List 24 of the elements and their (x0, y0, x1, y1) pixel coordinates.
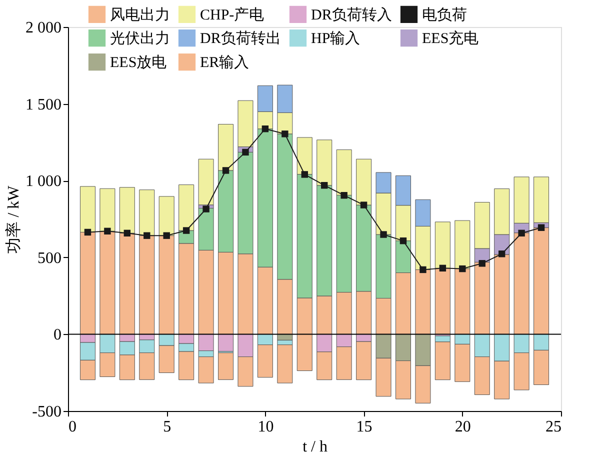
y-tick-label: 500 (38, 250, 62, 267)
x-tick-label: 0 (68, 418, 76, 436)
legend-label: HP输入 (311, 30, 360, 47)
legend-label: 光伏出力 (110, 30, 170, 47)
legend-label: EES充电 (422, 30, 479, 47)
x-tick-label: 20 (454, 418, 471, 436)
x-tick-label: 5 (163, 418, 172, 436)
y-tick-label: 1 000 (26, 173, 62, 190)
y-tick-label: 0 (54, 326, 62, 344)
legend-label: DR负荷转入 (311, 6, 392, 24)
y-tick-label: -500 (32, 404, 62, 420)
legend-label: 电负荷 (422, 6, 467, 24)
legend-label: ER输入 (200, 54, 250, 71)
y-axis-title: 功率 / kW (4, 184, 22, 254)
y-tick-label: 2 000 (26, 20, 62, 36)
legend-label: DR负荷转出 (200, 30, 281, 47)
legend-label: 风电出力 (110, 6, 170, 24)
legend-label: CHP-产电 (200, 6, 264, 24)
x-tick-label: 10 (258, 418, 274, 436)
x-axis-title: t / h (302, 438, 328, 456)
y-tick-label: 1 500 (26, 96, 62, 114)
legend-label: EES放电 (110, 54, 167, 71)
x-tick-label: 25 (546, 418, 562, 436)
x-tick-label: 15 (356, 418, 372, 436)
